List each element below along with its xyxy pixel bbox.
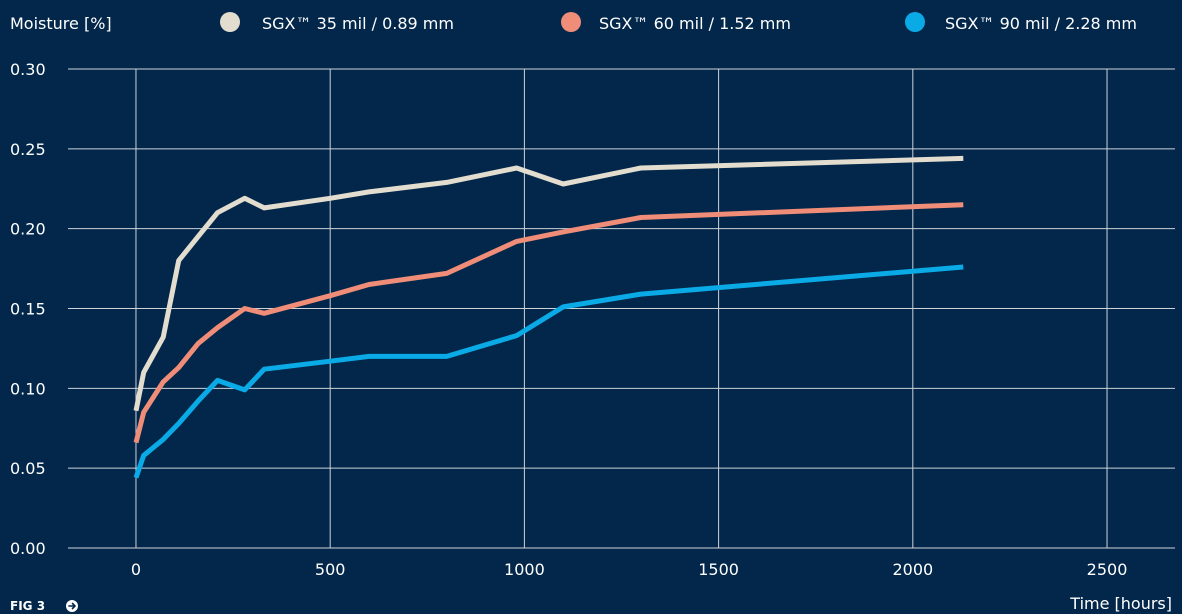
y-tick-label: 0.30 (10, 60, 46, 79)
x-tick-label: 1000 (504, 560, 545, 579)
y-tick-label: 0.00 (10, 539, 46, 558)
legend-marker-60mil (561, 12, 581, 32)
series-line-35mil (133, 155, 964, 412)
arrow-right-circle-icon[interactable] (66, 600, 78, 612)
legend: Moisture [%] SGX™ 35 mil / 0.89 mm SGX™ … (10, 12, 1137, 33)
legend-label-60mil: SGX™ 60 mil / 1.52 mm (599, 14, 791, 33)
tick-labels: 0.00 0.05 0.10 0.15 0.20 0.25 0.30 0 500 1000 1500… (10, 60, 1127, 579)
y-tick-label: 0.15 (10, 300, 46, 319)
x-tick-label: 0 (131, 560, 141, 579)
y-tick-label: 0.20 (10, 220, 46, 239)
legend-marker-90mil (905, 12, 925, 32)
grid (68, 68, 1175, 549)
y-tick-label: 0.25 (10, 140, 46, 159)
y-tick-label: 0.10 (10, 379, 46, 398)
x-axis-title: Time [hours] (1069, 594, 1172, 613)
fig-label: FIG 3 (10, 599, 45, 613)
legend-label-35mil: SGX™ 35 mil / 0.89 mm (262, 14, 454, 33)
y-tick-label: 0.05 (10, 459, 46, 478)
legend-label-90mil: SGX™ 90 mil / 2.28 mm (945, 14, 1137, 33)
fig-caption: FIG 3 (10, 599, 78, 613)
x-tick-label: 2500 (1087, 560, 1128, 579)
x-tick-label: 1500 (698, 560, 739, 579)
series-lines (133, 155, 964, 479)
series-line-90mil (133, 264, 964, 479)
x-tick-label: 500 (315, 560, 346, 579)
series-line-60mil (133, 202, 964, 444)
x-tick-label: 2000 (892, 560, 933, 579)
y-axis-title: Moisture [%] (10, 14, 112, 33)
legend-marker-35mil (220, 12, 240, 32)
